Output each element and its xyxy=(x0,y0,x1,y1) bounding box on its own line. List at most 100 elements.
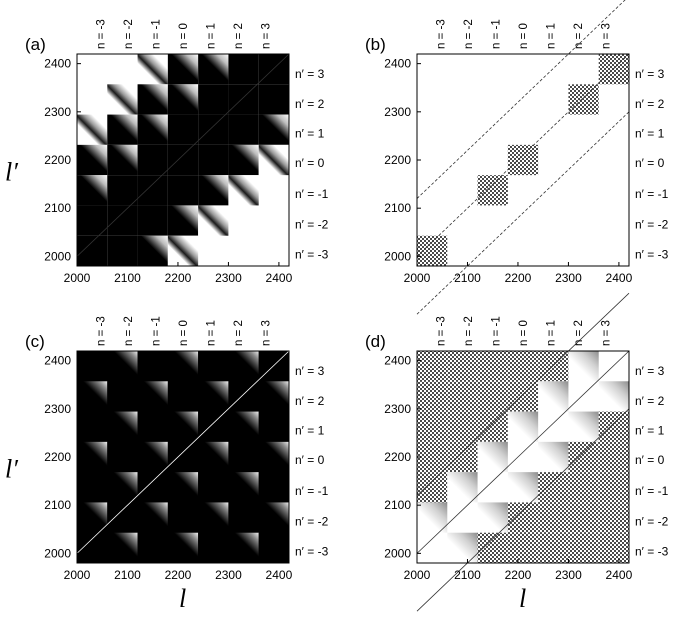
heatmap-cell xyxy=(538,502,569,533)
row-label: n′ = 2 xyxy=(295,394,325,408)
panel-4: (d) 2000 2100 2200 2300 2400 2000 2100 2200 2300 2… xyxy=(365,292,669,613)
heatmap-cell xyxy=(258,84,289,115)
heatmap-cell xyxy=(137,205,168,236)
y-axis-label: l′ xyxy=(5,158,18,187)
y-tick-label: 2200 xyxy=(384,153,411,167)
column-label: n = 1 xyxy=(206,320,218,346)
panel-label: (b) xyxy=(365,35,386,54)
x-tick-label: 2000 xyxy=(404,271,431,285)
heatmap-cell xyxy=(107,472,138,503)
x-tick-label: 2300 xyxy=(215,568,242,582)
y-axis-label: l′ xyxy=(5,455,18,484)
heatmap-cell xyxy=(228,84,259,115)
heatmap-cell xyxy=(137,175,168,206)
heatmap-cell xyxy=(477,351,508,382)
heatmap-cell xyxy=(477,502,508,533)
heatmap-cell xyxy=(198,411,229,442)
x-tick-label: 2400 xyxy=(606,568,633,582)
x-axis-label: l xyxy=(519,584,526,613)
heatmap-cell xyxy=(77,472,108,503)
heatmap-cell xyxy=(167,532,199,563)
row-label: n′ = -1 xyxy=(295,187,329,201)
column-label: n = -2 xyxy=(463,316,475,346)
heatmap-cell xyxy=(417,411,448,442)
heatmap-cell xyxy=(107,502,138,533)
column-label: n = -2 xyxy=(123,19,135,49)
heatmap-cell xyxy=(77,175,108,206)
column-label: n = -3 xyxy=(95,316,107,346)
row-label: n′ = -2 xyxy=(295,218,329,232)
diagonal-lines xyxy=(416,292,630,612)
column-label: n = 2 xyxy=(573,320,585,346)
heatmap-cell xyxy=(228,54,259,85)
y-tick-label: 2400 xyxy=(44,354,71,368)
heatmap-cell xyxy=(417,381,448,412)
x-tick-label: 2100 xyxy=(454,568,481,582)
heatmap-cell xyxy=(107,235,138,266)
x-tick-label: 2100 xyxy=(114,271,141,285)
heatmap-cell xyxy=(568,532,599,563)
column-label: n = 1 xyxy=(206,23,218,49)
heatmap-cell xyxy=(198,114,229,145)
heatmap-cell xyxy=(167,144,199,176)
heatmap-cell xyxy=(77,381,108,412)
row-label: n′ = 2 xyxy=(635,97,665,111)
heatmap-cell xyxy=(258,411,289,442)
x-tick-label: 2000 xyxy=(64,568,91,582)
heatmap-cell xyxy=(538,441,569,473)
x-tick-label: 2200 xyxy=(165,271,192,285)
heatmap-cell xyxy=(228,381,259,412)
row-label: n′ = -2 xyxy=(635,218,669,232)
heatmap-cell xyxy=(137,411,168,442)
heatmap-cell xyxy=(258,441,289,473)
heatmap-cell xyxy=(167,441,199,473)
heatmap-cell xyxy=(167,351,199,382)
heatmap-cell xyxy=(538,532,569,563)
column-label: n = 3 xyxy=(261,320,273,346)
heatmap-cell xyxy=(258,114,289,145)
panel-label: (c) xyxy=(25,332,45,351)
x-tick-label: 2400 xyxy=(266,271,293,285)
heatmap-cell xyxy=(107,532,138,563)
column-label: n = 1 xyxy=(546,23,558,49)
heatmap-cell xyxy=(507,532,539,563)
column-label: n = 2 xyxy=(573,23,585,49)
heatmap-cell xyxy=(598,502,629,533)
heatmap-cell xyxy=(228,411,259,442)
x-tick-label: 2200 xyxy=(505,271,532,285)
column-label: n = 0 xyxy=(518,320,530,346)
heatmap-cell xyxy=(77,411,108,442)
heatmap-cell xyxy=(77,205,108,236)
column-label: n = 1 xyxy=(546,320,558,346)
y-tick-label: 2300 xyxy=(44,402,71,416)
heatmap-cell xyxy=(447,441,478,473)
heatmap-cell xyxy=(198,472,229,503)
heatmap-cell xyxy=(417,351,448,382)
heatmap-cell xyxy=(198,144,229,176)
heatmap-cell xyxy=(167,114,199,145)
column-label: n = 2 xyxy=(233,23,245,49)
y-tick-label: 2200 xyxy=(44,450,71,464)
heatmap-cell xyxy=(77,144,108,176)
y-tick-label: 2000 xyxy=(384,546,411,560)
column-label: n = 0 xyxy=(178,320,190,346)
y-tick-label: 2100 xyxy=(44,498,71,512)
x-tick-label: 2000 xyxy=(404,568,431,582)
heatmap-cell xyxy=(228,532,259,563)
diagonal-lines xyxy=(76,53,290,257)
y-tick-label: 2300 xyxy=(44,105,71,119)
heatmap-cell xyxy=(417,502,448,533)
heatmap-cell xyxy=(167,472,199,503)
column-label: n = -2 xyxy=(463,19,475,49)
heatmap-cells xyxy=(77,351,289,563)
heatmap-cell xyxy=(198,532,229,563)
heatmap-cell xyxy=(137,441,168,473)
row-label: n′ = 2 xyxy=(635,394,665,408)
heatmap-cell xyxy=(137,144,168,176)
row-label: n′ = -3 xyxy=(295,544,329,558)
diagonal-line xyxy=(416,350,630,554)
heatmap-cell xyxy=(167,411,199,442)
heatmap-cell xyxy=(258,532,289,563)
heatmap-cell xyxy=(598,411,629,442)
